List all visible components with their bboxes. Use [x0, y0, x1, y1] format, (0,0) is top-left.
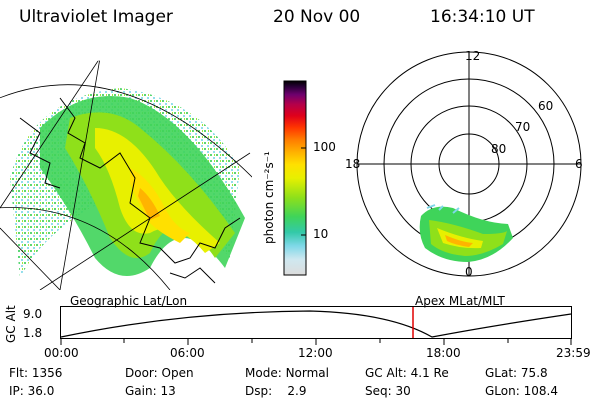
lat-label-80: 80	[491, 142, 506, 156]
xtick-1800: 18:00	[426, 346, 461, 360]
info-door: Door: Open	[125, 366, 194, 380]
info-mode: Mode: Normal	[245, 366, 329, 380]
polar-plot: 12 18 6 0 60 70 80	[345, 49, 583, 279]
info-flt: Flt: 1356	[9, 366, 63, 380]
mlt-label-6: 6	[575, 157, 583, 171]
instrument-title: Ultraviolet Imager	[19, 7, 173, 27]
geographic-image	[0, 60, 252, 290]
lat-label-70: 70	[515, 120, 530, 134]
colorbar-tick-10: 10	[313, 227, 329, 241]
polar-aurora	[419, 204, 513, 262]
lat-label-60: 60	[538, 99, 553, 113]
info-dsp: Dsp: 2.9	[245, 384, 307, 398]
timeline-right-label: Apex MLat/MLT	[415, 294, 505, 308]
xtick-1200: 12:00	[298, 346, 333, 360]
mlt-label-18: 18	[345, 157, 360, 171]
timeline-ytick-1-8: 1.8	[23, 326, 43, 340]
date-label: 20 Nov 00	[273, 7, 361, 27]
info-glon: GLon: 108.4	[485, 384, 558, 398]
mlt-label-0: 0	[465, 265, 473, 279]
colorbar	[283, 80, 307, 276]
xtick-0600: 06:00	[170, 346, 205, 360]
time-label: 16:34:10 UT	[430, 7, 535, 27]
info-seq: Seq: 30	[365, 384, 411, 398]
colorbar-tick-100: 100	[313, 140, 336, 154]
xtick-0000: 00:00	[44, 346, 79, 360]
info-ip: IP: 36.0	[9, 384, 55, 398]
xtick-2359: 23:59	[556, 346, 591, 360]
timeline-ytick-9: 9.0	[23, 307, 43, 321]
colorbar-label: photon cm⁻²s⁻¹	[262, 151, 276, 244]
timeline-left-label: Geographic Lat/Lon	[70, 294, 188, 308]
timeline-axis-title: GC Alt	[4, 305, 18, 343]
timeline-plot	[60, 306, 572, 345]
info-gain: Gain: 13	[125, 384, 176, 398]
info-gc-alt: GC Alt: 4.1 Re	[365, 366, 449, 380]
info-glat: GLat: 75.8	[485, 366, 548, 380]
mlt-label-12: 12	[465, 49, 480, 63]
